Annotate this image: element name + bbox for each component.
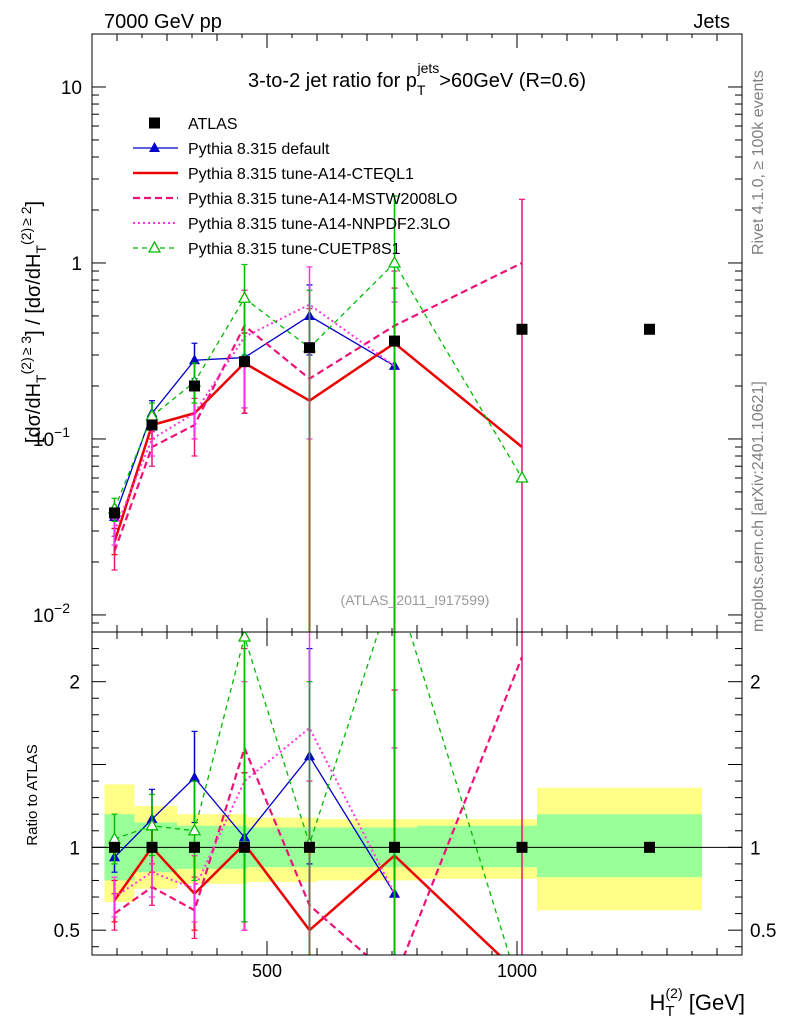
legend-marker [147,240,162,253]
ylabel-part: T [33,245,49,254]
legend-label: Pythia 8.315 tune-A14-MSTW2008LO [188,191,457,208]
y-tick-label: 10 [61,78,82,99]
legend-label: Pythia 8.315 tune-A14-CTEQL1 [188,166,414,183]
data-point [109,841,120,853]
chart-title: 3-to-2 jet ratio for pTjets>60GeV (R=0.6… [248,60,586,98]
data-point [239,841,250,853]
y-tick-label: 10−1 [33,424,70,451]
ratio-y-tick-label-right: 2 [750,673,761,694]
axis-ticks: 500 1000 10−2 10−1 1 10 0.5 0.5 1 1 2 2 [33,33,776,981]
header-left: 7000 GeV pp [104,11,222,33]
ylabel-part: [dσ/dH [23,383,45,443]
y-tick-label: 1 [71,254,82,275]
data-point [145,818,159,831]
y-tick-label: 10−2 [33,600,70,627]
legend-marker [149,117,160,129]
header-right: Jets [693,11,730,33]
data-point [109,507,120,519]
series-main [107,195,529,632]
ratio-y-tick-label: 0.5 [54,921,80,942]
data-point [239,356,250,368]
legend-entry: Pythia 8.315 tune-CUETP8S1 [133,240,401,258]
series-ratio [109,841,655,853]
data-point [516,841,528,853]
band-1sigma [537,814,702,878]
data-point [304,342,315,354]
legend-label: Pythia 8.315 default [188,141,330,158]
source-note: mcplots.cern.ch [arXiv:2401.10621] [750,381,767,632]
rivet-note: Rivet 4.1.0, ≥ 100k events [750,70,767,255]
series-line [113,261,523,510]
ylabel-part: ] / [dσ/dH [23,254,45,336]
ylabel-part: ≥ 2 [18,206,34,226]
analysis-watermark: (ATLAS_2011_I917599) [341,592,490,608]
data-point [304,841,315,853]
series-main [111,287,523,632]
data-point [187,823,202,836]
data-point [387,255,402,268]
legend-entry: Pythia 8.315 tune-A14-NNPDF2.3LO [133,216,450,233]
data-point [389,841,400,853]
legend: ATLAS Pythia 8.315 default Pythia 8.315 tu… [133,116,457,258]
data-point [644,841,655,853]
data-point [146,419,158,431]
ratio-y-tick-label: 1 [69,838,80,859]
ratio-y-tick-label-right: 0.5 [750,921,776,942]
data-point [237,290,252,303]
legend-label: Pythia 8.315 tune-A14-NNPDF2.3LO [188,216,450,233]
main-plot-series [107,195,655,632]
data-point [389,335,400,347]
data-point [515,470,529,483]
series-main [109,323,655,519]
legend-entry: Pythia 8.315 tune-A14-CTEQL1 [133,166,414,183]
legend-label: ATLAS [188,116,238,133]
legend-entry: Pythia 8.315 tune-A14-MSTW2008LO [133,191,457,208]
legend-entry: ATLAS [149,116,238,133]
series-ratio [107,632,528,1000]
ylabel-part: T [33,374,49,383]
ratio-y-tick-label: 2 [69,673,80,694]
ratio-plot-series [107,632,655,1000]
ratio-ylabel: Ratio to ATLAS [24,744,41,845]
ylabel-part: ≥ 3 [18,336,34,356]
data-point [189,771,200,782]
data-point [516,323,528,335]
series-main [111,266,398,632]
xlabel: HT(2) [GeV] [649,985,745,1020]
series-line [113,303,396,532]
series-line [113,261,523,552]
series-line [114,755,396,895]
data-point [189,841,200,853]
data-point [146,841,158,853]
ratio-y-tick-label-right: 1 [750,838,761,859]
ylabel-part: (2) [18,228,34,245]
legend-marker [149,142,160,152]
data-point [189,380,200,392]
series-main [111,198,525,632]
x-tick-label: 1000 [497,961,537,981]
data-point [517,990,528,1000]
data-point [189,354,200,365]
series-main [109,284,400,632]
ylabel-part: ] [23,201,45,207]
ylabel-part: (2) [18,357,34,374]
legend-label: Pythia 8.315 tune-CUETP8S1 [188,241,401,258]
series-line [114,632,510,955]
data-point [644,323,655,335]
legend-entry: Pythia 8.315 default [133,141,330,158]
main-ylabel: [dσ/dHT(2)≥ 3] / [dσ/dHT(2)≥ 2] [18,201,49,443]
x-tick-label: 500 [252,961,282,981]
